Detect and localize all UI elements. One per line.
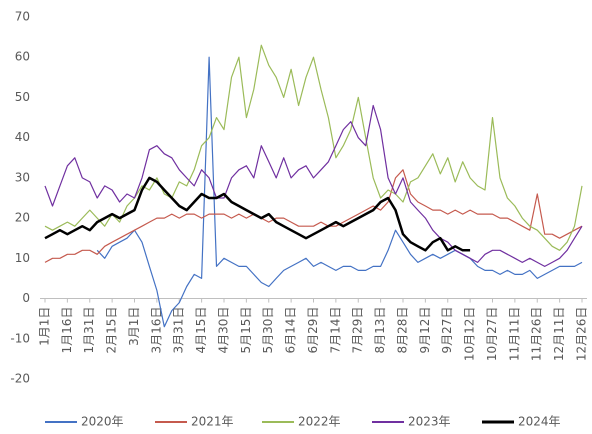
x-tick-label: 9月27日 xyxy=(440,307,454,354)
legend-label: 2021年 xyxy=(191,415,234,429)
x-tick-label: 4月30日 xyxy=(217,307,231,354)
series-line xyxy=(44,169,583,263)
x-tick-label: 2月15日 xyxy=(105,307,119,354)
y-tick-label: 20 xyxy=(15,211,30,225)
x-tick-label: 8月28日 xyxy=(396,307,410,354)
x-tick-label: 8月13日 xyxy=(373,307,387,354)
y-tick-label: 60 xyxy=(15,50,30,64)
x-tick-label: 11月11日 xyxy=(507,307,521,362)
series-line xyxy=(44,176,471,252)
y-tick-label: 70 xyxy=(15,10,30,24)
x-tick-label: 5月30日 xyxy=(261,307,275,354)
x-tick-label: 10月27日 xyxy=(485,307,499,362)
x-tick-label: 1月31日 xyxy=(82,307,96,354)
y-tick-label: -10 xyxy=(10,331,30,345)
x-tick-label: 12月26日 xyxy=(575,307,589,362)
x-tick-label: 11月26日 xyxy=(530,307,544,362)
x-tick-label: 6月29日 xyxy=(306,307,320,354)
x-tick-label: 12月11日 xyxy=(552,307,566,362)
x-tick-label: 1月16日 xyxy=(60,307,74,354)
y-tick-label: 10 xyxy=(15,251,30,265)
x-tick-label: 5月15日 xyxy=(239,307,253,354)
y-tick-label: -20 xyxy=(10,372,30,386)
x-tick-label: 3月16日 xyxy=(149,307,163,354)
series-line xyxy=(44,104,583,267)
y-tick-label: 40 xyxy=(15,130,30,144)
series-line xyxy=(96,56,583,328)
x-tick-label: 10月12日 xyxy=(463,307,477,362)
x-tick-label: 9月12日 xyxy=(418,307,432,354)
x-tick-label: 7月29日 xyxy=(351,307,365,354)
y-tick-label: 30 xyxy=(15,170,30,184)
legend-label: 2024年 xyxy=(518,415,561,429)
x-tick-label: 3月1日 xyxy=(127,307,141,346)
legend-label: 2020年 xyxy=(81,415,124,429)
x-tick-label: 6月14日 xyxy=(284,307,298,354)
x-tick-label: 7月14日 xyxy=(328,307,342,354)
y-tick-label: 50 xyxy=(15,90,30,104)
legend-label: 2022年 xyxy=(298,415,341,429)
x-tick-label: 4月15日 xyxy=(194,307,208,354)
x-tick-label: 3月31日 xyxy=(172,307,186,354)
y-tick-label: 0 xyxy=(22,291,30,305)
series-line xyxy=(44,44,583,251)
legend-label: 2023年 xyxy=(408,415,451,429)
x-tick-label: 1月1日 xyxy=(38,307,52,346)
